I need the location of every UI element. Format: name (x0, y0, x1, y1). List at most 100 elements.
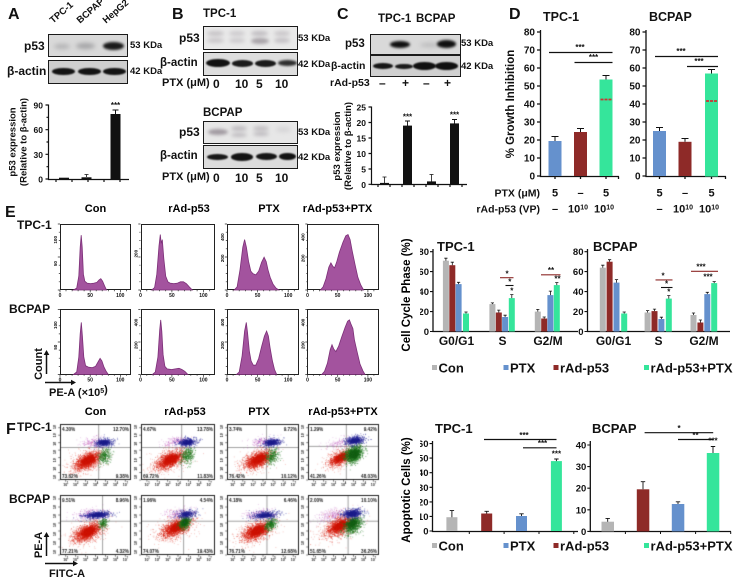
svg-text:60: 60 (420, 439, 429, 450)
svg-text:100: 100 (284, 293, 293, 299)
svg-text:100: 100 (364, 378, 373, 384)
svg-text:100: 100 (116, 293, 125, 299)
svg-text:30: 30 (629, 118, 641, 129)
svg-text:*: * (677, 424, 681, 433)
svg-text:100: 100 (53, 321, 58, 329)
svg-text:10: 10 (420, 512, 429, 523)
svg-text:400: 400 (220, 318, 225, 326)
svg-text:1010: 1010 (594, 204, 614, 216)
svg-text:30: 30 (420, 483, 429, 494)
svg-text:40: 40 (629, 100, 641, 111)
svg-text:400: 400 (301, 233, 306, 241)
svg-text:***: *** (403, 113, 413, 122)
svg-text:50: 50 (53, 261, 58, 267)
svg-text:80: 80 (420, 247, 429, 258)
svg-text:60: 60 (34, 125, 44, 135)
svg-text:0: 0 (423, 527, 428, 538)
svg-text:***: *** (694, 57, 704, 66)
svg-text:10: 10 (629, 154, 641, 165)
svg-text:40: 40 (420, 287, 429, 298)
svg-text:–: – (552, 204, 558, 216)
svg-text:0: 0 (361, 180, 366, 190)
svg-text:5: 5 (656, 188, 662, 200)
svg-text:70: 70 (629, 46, 641, 57)
svg-text:60: 60 (573, 267, 584, 278)
svg-text:5: 5 (708, 188, 714, 200)
svg-text:PTX (μM): PTX (μM) (494, 188, 540, 200)
svg-text:***: *** (552, 450, 562, 459)
svg-text:1010: 1010 (568, 204, 588, 216)
svg-text:(Relative to β-actin): (Relative to β-actin) (343, 102, 354, 190)
svg-text:70: 70 (524, 46, 536, 57)
svg-text:400: 400 (134, 318, 139, 326)
svg-text:30: 30 (34, 150, 44, 160)
svg-text:***: *** (676, 47, 686, 56)
svg-text:% Growth Inhibition: % Growth Inhibition (505, 50, 517, 159)
svg-text:TPC-1: TPC-1 (543, 10, 579, 24)
svg-text:rAd-p53: rAd-p53 (560, 361, 609, 376)
svg-text:5: 5 (361, 165, 366, 175)
svg-text:BCPAP: BCPAP (649, 10, 692, 24)
svg-text:G2/M: G2/M (689, 334, 718, 348)
svg-text:100: 100 (284, 378, 293, 384)
svg-text:***: *** (111, 101, 121, 110)
svg-text:0: 0 (424, 327, 429, 338)
svg-text:*: * (505, 270, 509, 279)
svg-text:0: 0 (529, 172, 535, 183)
svg-text:90: 90 (34, 101, 44, 111)
svg-text:***: *** (538, 439, 548, 448)
svg-text:***: *** (450, 111, 460, 120)
svg-text:80: 80 (524, 28, 536, 39)
svg-text:100: 100 (53, 236, 58, 244)
svg-text:0: 0 (306, 293, 309, 299)
svg-text:100: 100 (199, 378, 208, 384)
svg-text:50: 50 (335, 293, 341, 299)
svg-text:100: 100 (199, 293, 208, 299)
svg-text:20: 20 (573, 307, 584, 318)
svg-text:0: 0 (59, 378, 62, 384)
svg-text:60: 60 (524, 64, 536, 75)
svg-text:–: – (577, 188, 583, 200)
svg-text:50: 50 (420, 454, 429, 465)
svg-text:0: 0 (59, 293, 62, 299)
svg-text:***: *** (703, 273, 713, 282)
svg-text:400: 400 (220, 233, 225, 241)
svg-text:400: 400 (301, 318, 306, 326)
svg-text:Con: Con (439, 539, 464, 554)
svg-text:30: 30 (524, 118, 536, 129)
svg-text:5: 5 (552, 188, 558, 200)
svg-text:p53 expression: p53 expression (332, 111, 343, 180)
svg-text:20: 20 (524, 136, 536, 147)
svg-text:TPC-1: TPC-1 (435, 421, 473, 436)
svg-text:***: *** (589, 53, 599, 62)
svg-text:200: 200 (301, 341, 306, 349)
svg-text:p53 expression: p53 expression (8, 107, 19, 176)
svg-text:50: 50 (169, 378, 175, 384)
svg-text:rAd-p53+PTX: rAd-p53+PTX (651, 539, 733, 554)
svg-text:***: *** (575, 43, 585, 52)
svg-text:30: 30 (576, 462, 587, 473)
svg-text:S: S (498, 334, 506, 348)
svg-text:*: * (667, 288, 671, 297)
svg-text:1010: 1010 (673, 204, 693, 216)
svg-text:200: 200 (301, 254, 306, 262)
svg-text:S: S (654, 334, 662, 348)
svg-text:PE-A: PE-A (33, 532, 45, 558)
svg-text:TPC-1: TPC-1 (437, 240, 475, 254)
svg-text:40: 40 (573, 287, 584, 298)
svg-text:5: 5 (603, 188, 609, 200)
svg-text:–: – (656, 204, 662, 216)
svg-text:100: 100 (116, 378, 125, 384)
svg-text:***: *** (708, 437, 718, 446)
svg-text:G0/G1: G0/G1 (596, 334, 632, 348)
svg-text:**: ** (554, 274, 561, 283)
svg-text:(Relative to β-actin): (Relative to β-actin) (19, 98, 30, 186)
svg-text:***: *** (696, 262, 706, 271)
svg-text:10: 10 (524, 154, 536, 165)
svg-text:*: * (665, 279, 669, 288)
svg-text:G2/M: G2/M (533, 334, 562, 348)
svg-text:Count: Count (33, 348, 45, 380)
svg-text:50: 50 (255, 293, 261, 299)
svg-text:BCPAP: BCPAP (593, 240, 638, 254)
svg-text:Con: Con (439, 361, 464, 376)
